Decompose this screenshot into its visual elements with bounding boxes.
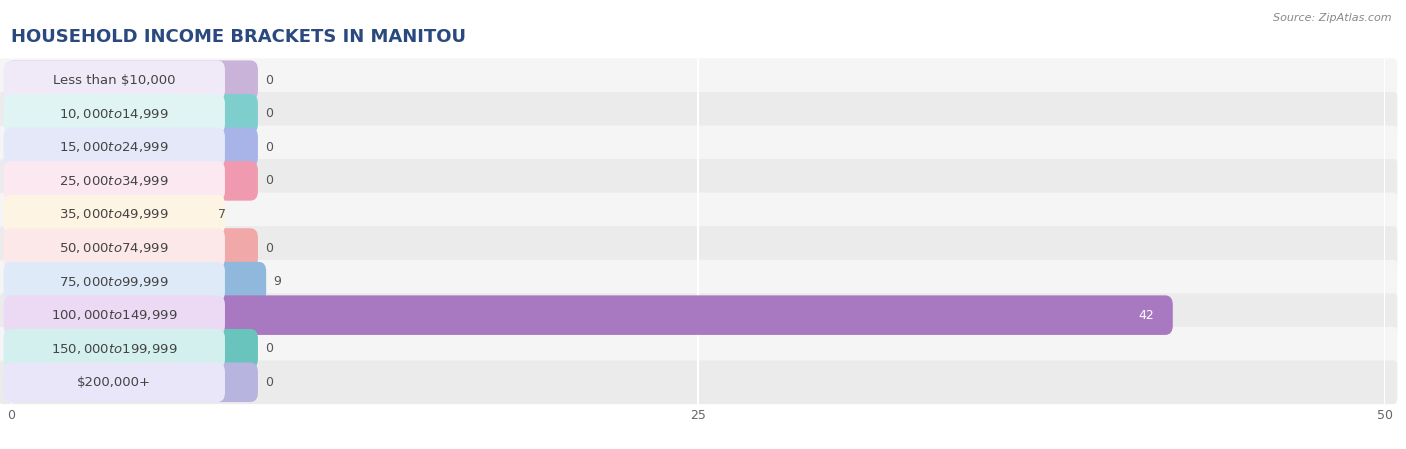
FancyBboxPatch shape xyxy=(4,262,266,301)
FancyBboxPatch shape xyxy=(0,226,1398,270)
Text: 42: 42 xyxy=(1139,308,1154,321)
FancyBboxPatch shape xyxy=(4,94,225,133)
Text: Source: ZipAtlas.com: Source: ZipAtlas.com xyxy=(1274,13,1392,23)
Text: $200,000+: $200,000+ xyxy=(77,376,152,389)
Text: $150,000 to $199,999: $150,000 to $199,999 xyxy=(51,342,177,356)
Text: $50,000 to $74,999: $50,000 to $74,999 xyxy=(59,241,169,255)
Text: 7: 7 xyxy=(218,208,226,221)
FancyBboxPatch shape xyxy=(4,128,225,167)
FancyBboxPatch shape xyxy=(4,128,257,167)
Text: 0: 0 xyxy=(266,242,273,255)
Text: 9: 9 xyxy=(273,275,281,288)
FancyBboxPatch shape xyxy=(0,92,1398,136)
FancyBboxPatch shape xyxy=(0,159,1398,202)
FancyBboxPatch shape xyxy=(4,228,257,268)
Text: 0: 0 xyxy=(266,141,273,154)
Text: 0: 0 xyxy=(266,174,273,187)
FancyBboxPatch shape xyxy=(0,58,1398,102)
FancyBboxPatch shape xyxy=(4,295,225,335)
Text: $25,000 to $34,999: $25,000 to $34,999 xyxy=(59,174,169,188)
FancyBboxPatch shape xyxy=(0,260,1398,304)
FancyBboxPatch shape xyxy=(4,161,257,201)
FancyBboxPatch shape xyxy=(4,329,225,369)
Text: Less than $10,000: Less than $10,000 xyxy=(53,74,176,87)
Text: 0: 0 xyxy=(266,107,273,120)
FancyBboxPatch shape xyxy=(4,195,225,234)
Text: HOUSEHOLD INCOME BRACKETS IN MANITOU: HOUSEHOLD INCOME BRACKETS IN MANITOU xyxy=(11,28,467,46)
Text: $10,000 to $14,999: $10,000 to $14,999 xyxy=(59,107,169,121)
FancyBboxPatch shape xyxy=(4,61,257,100)
Text: $75,000 to $99,999: $75,000 to $99,999 xyxy=(59,275,169,289)
FancyBboxPatch shape xyxy=(4,329,257,369)
Text: 0: 0 xyxy=(266,342,273,355)
FancyBboxPatch shape xyxy=(0,293,1398,337)
FancyBboxPatch shape xyxy=(4,195,211,234)
FancyBboxPatch shape xyxy=(0,193,1398,236)
FancyBboxPatch shape xyxy=(4,228,225,268)
FancyBboxPatch shape xyxy=(0,126,1398,169)
FancyBboxPatch shape xyxy=(4,295,1173,335)
FancyBboxPatch shape xyxy=(0,361,1398,404)
Text: 0: 0 xyxy=(266,74,273,87)
Text: $100,000 to $149,999: $100,000 to $149,999 xyxy=(51,308,177,322)
Text: 0: 0 xyxy=(266,376,273,389)
Text: $15,000 to $24,999: $15,000 to $24,999 xyxy=(59,141,169,154)
FancyBboxPatch shape xyxy=(4,61,225,100)
FancyBboxPatch shape xyxy=(4,362,257,402)
FancyBboxPatch shape xyxy=(0,327,1398,370)
FancyBboxPatch shape xyxy=(4,362,225,402)
Text: $35,000 to $49,999: $35,000 to $49,999 xyxy=(59,207,169,221)
FancyBboxPatch shape xyxy=(4,262,225,301)
FancyBboxPatch shape xyxy=(4,94,257,133)
FancyBboxPatch shape xyxy=(4,161,225,201)
